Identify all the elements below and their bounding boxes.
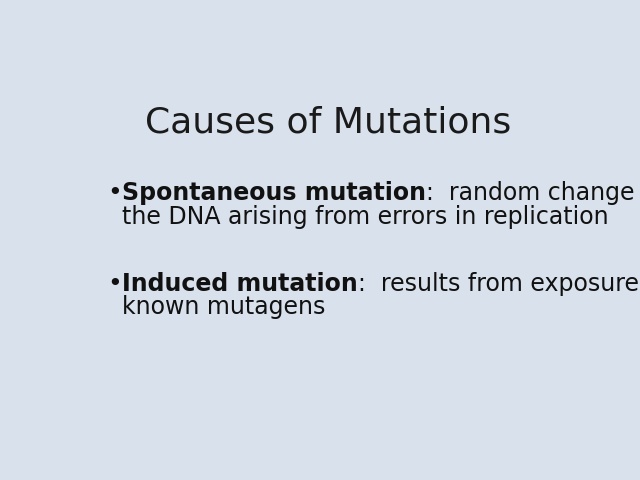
Text: •: • xyxy=(108,181,122,205)
Text: Spontaneous mutation: Spontaneous mutation xyxy=(122,181,426,205)
Text: :  random change in: : random change in xyxy=(426,181,640,205)
Text: Induced mutation: Induced mutation xyxy=(122,272,358,296)
Text: :  results from exposure to: : results from exposure to xyxy=(358,272,640,296)
Text: Causes of Mutations: Causes of Mutations xyxy=(145,106,511,140)
Text: known mutagens: known mutagens xyxy=(122,295,326,319)
Text: •: • xyxy=(108,272,122,296)
Text: the DNA arising from errors in replication: the DNA arising from errors in replicati… xyxy=(122,204,609,228)
